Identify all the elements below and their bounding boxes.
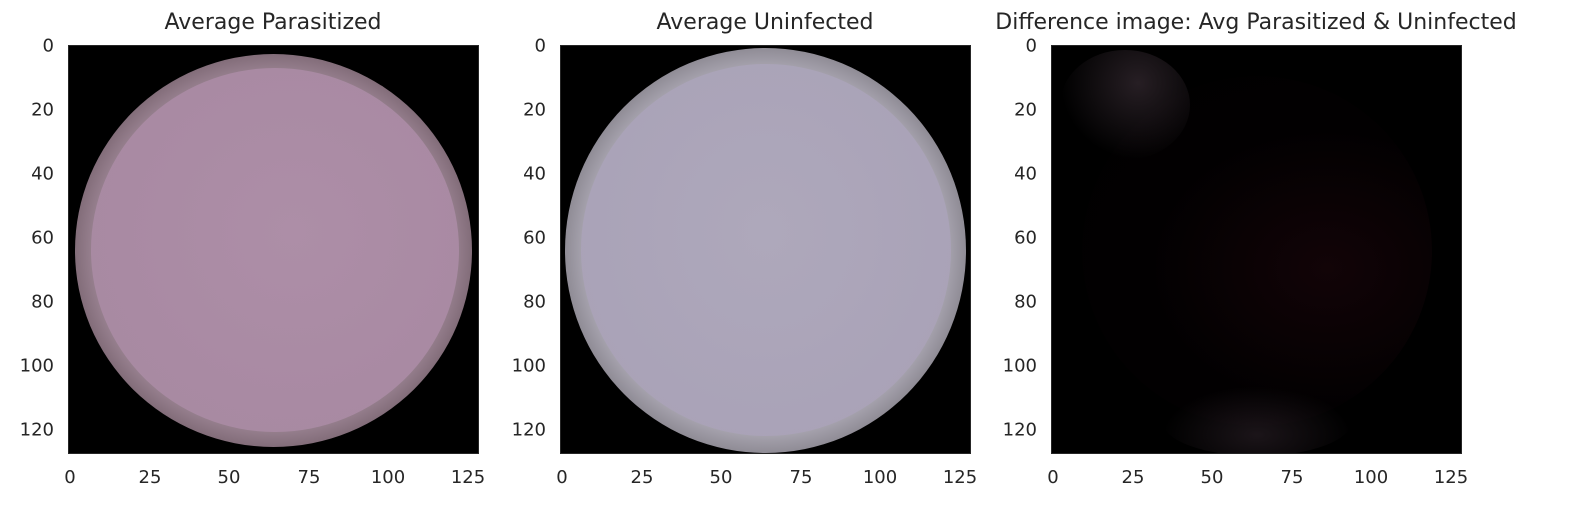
- x-tick-label: 50: [217, 467, 241, 488]
- panel-title: Difference image: Avg Parasitized & Unin…: [995, 10, 1517, 35]
- y-tick-label: 40: [1014, 163, 1037, 185]
- image-plot-area: [1051, 45, 1462, 454]
- panel-difference-image: Difference image: Avg Parasitized & Unin…: [983, 0, 1516, 506]
- y-tick-label: 100: [19, 355, 54, 377]
- x-tick-label: 50: [1200, 467, 1224, 488]
- x-tick-label: 0: [556, 467, 568, 488]
- x-tick-label: 25: [138, 467, 162, 488]
- x-tick-label: 125: [1433, 467, 1469, 488]
- x-tick-label: 0: [1047, 467, 1059, 488]
- x-tick-label: 75: [1280, 467, 1304, 488]
- y-tick-label: 100: [511, 355, 546, 377]
- cell-image-body: [581, 64, 951, 436]
- y-tick-label: 120: [1002, 419, 1037, 441]
- y-tick-label: 40: [31, 163, 54, 185]
- cell-image-body: [91, 68, 459, 432]
- edge-artifact-top-left: [1060, 50, 1190, 160]
- panel-title: Average Uninfected: [656, 10, 874, 35]
- x-tick-label: 0: [64, 467, 76, 488]
- y-tick-label: 0: [1025, 35, 1037, 57]
- y-tick-label: 80: [1014, 291, 1037, 313]
- y-tick-label: 120: [511, 419, 546, 441]
- y-tick-label: 80: [31, 291, 54, 313]
- y-tick-label: 20: [1014, 99, 1037, 121]
- edge-artifact-bottom: [1162, 386, 1352, 453]
- panel-title: Average Parasitized: [164, 10, 382, 35]
- x-tick-label: 75: [789, 467, 813, 488]
- y-tick-label: 0: [42, 35, 54, 57]
- x-tick-label: 25: [1121, 467, 1145, 488]
- image-plot-area: [68, 45, 479, 454]
- x-tick-label: 125: [450, 467, 486, 488]
- x-tick-label: 100: [370, 467, 406, 488]
- y-tick-label: 60: [1014, 227, 1037, 249]
- x-tick-label: 25: [630, 467, 654, 488]
- y-tick-label: 60: [31, 227, 54, 249]
- y-tick-label: 80: [523, 291, 546, 313]
- y-tick-label: 100: [1002, 355, 1037, 377]
- y-tick-label: 20: [523, 99, 546, 121]
- y-tick-label: 60: [523, 227, 546, 249]
- x-tick-label: 75: [297, 467, 321, 488]
- y-tick-label: 40: [523, 163, 546, 185]
- y-tick-label: 20: [31, 99, 54, 121]
- x-tick-label: 125: [942, 467, 978, 488]
- y-tick-label: 120: [19, 419, 54, 441]
- x-tick-label: 50: [709, 467, 733, 488]
- x-tick-label: 100: [1353, 467, 1389, 488]
- x-tick-label: 100: [862, 467, 898, 488]
- image-plot-area: [560, 45, 971, 454]
- panel-average-parasitized: Average Parasitized 0 20 40 60 80 100 12…: [0, 0, 490, 506]
- panel-average-uninfected: Average Uninfected 0 20 40 60 80 100 120…: [492, 0, 982, 506]
- y-tick-label: 0: [534, 35, 546, 57]
